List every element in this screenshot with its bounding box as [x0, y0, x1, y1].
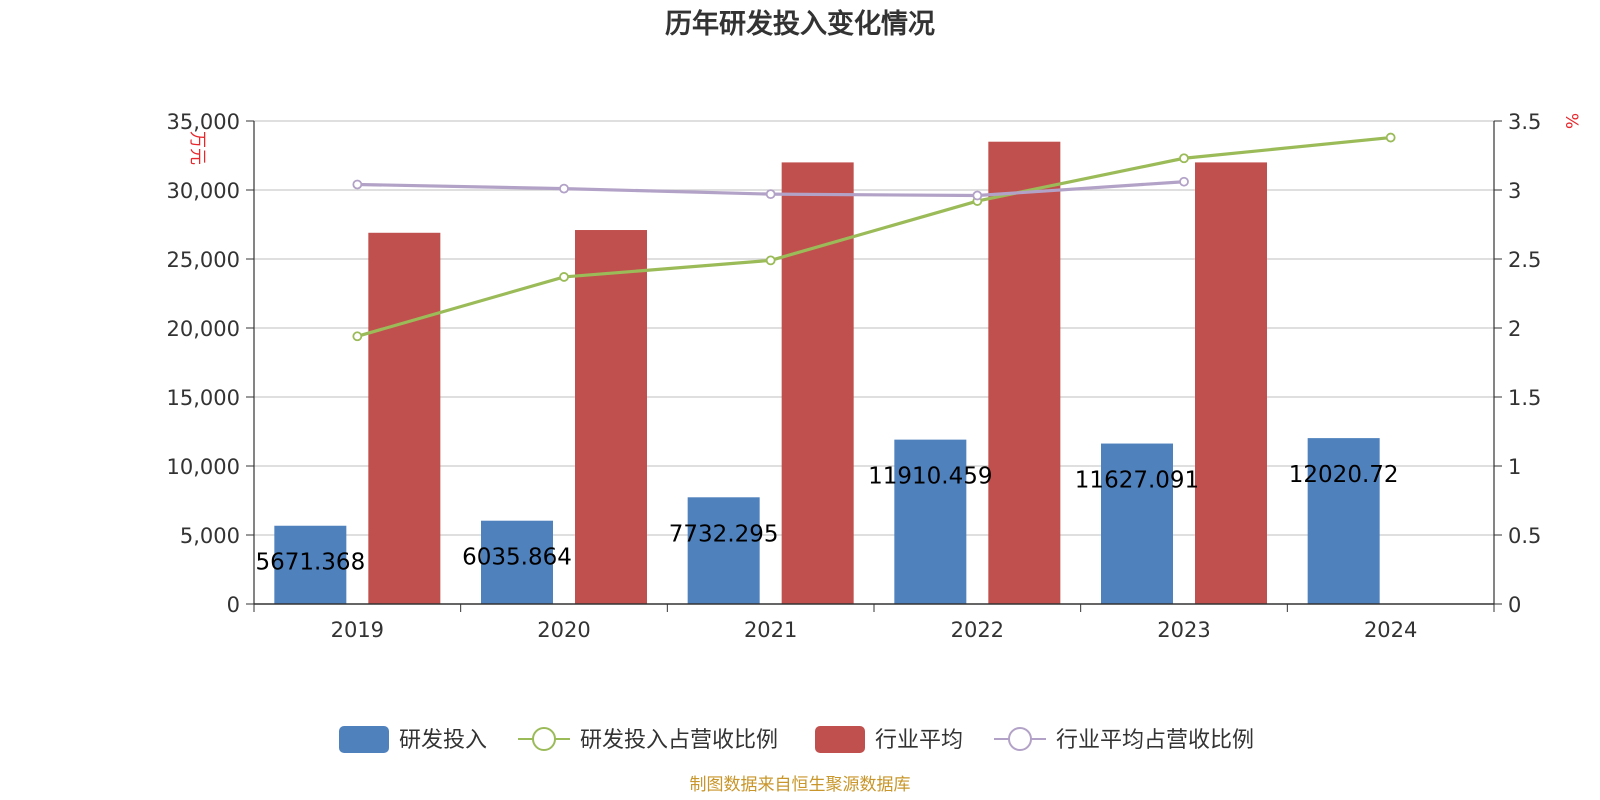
bar-rd [894, 439, 967, 604]
legend-label: 研发投入 [399, 728, 487, 753]
bar-industry [988, 141, 1061, 604]
right-axis-tick-label: 0.5 [1508, 524, 1541, 548]
bar-rd [1101, 443, 1173, 604]
right-axis-tick-label: 2 [1508, 317, 1521, 341]
x-axis-tick-label: 2019 [331, 618, 384, 642]
bar-industry [575, 230, 647, 604]
bar-data-label: 7732.295 [669, 521, 779, 547]
line-point [1385, 132, 1396, 143]
right-axis-unit: % [1561, 113, 1581, 129]
line-series-0 [356, 135, 1391, 338]
left-axis-tick-label: 10,000 [167, 455, 240, 479]
right-axis-tick-label: 0 [1508, 593, 1521, 617]
left-axis-tick-label: 20,000 [167, 317, 240, 341]
legend-marker [532, 727, 556, 751]
line-point [559, 272, 569, 282]
left-axis-tick-label: 5,000 [180, 524, 240, 548]
bar-data-label: 5671.368 [255, 550, 365, 576]
right-axis-tick-label: 1 [1508, 455, 1521, 479]
left-axis-tick-label: 30,000 [167, 179, 240, 203]
line-point [765, 255, 776, 266]
bar-rd [274, 525, 347, 604]
line-point [1179, 153, 1189, 164]
left-axis-tick-label: 0 [227, 593, 240, 617]
line-point [972, 190, 983, 201]
data-labels: 5671.368 6035.864 7732.295 11910.459 11627.0… [255, 462, 1398, 576]
chart-title: 历年研发投入变化情况 [665, 8, 935, 40]
right-axis-tick-label: 3 [1508, 179, 1521, 203]
legend-label: 行业平均占营收比例 [1056, 728, 1254, 753]
x-axis-tick-label: 2024 [1364, 618, 1417, 642]
axes: 0 5,000 10,000 15,000 20,000 25,000 30,000 35,0… [167, 110, 1542, 642]
right-axis-tick-label: 2.5 [1508, 248, 1541, 272]
bar-industry [781, 162, 854, 604]
legend-swatch [815, 726, 865, 753]
grid [254, 120, 1494, 536]
legend-swatch [339, 726, 389, 753]
legend-label: 行业平均 [875, 728, 963, 753]
line-point [765, 189, 776, 200]
x-axis-tick-label: 2020 [537, 618, 590, 642]
bar-rd [481, 520, 553, 604]
x-axis-tick-label: 2021 [744, 618, 797, 642]
bar-data-label: 6035.864 [462, 545, 572, 571]
bars [274, 141, 1380, 604]
source-note: 制图数据来自恒生聚源数据库 [690, 775, 911, 795]
line-point [1179, 176, 1189, 187]
right-axis-tick-label: 3.5 [1508, 110, 1541, 134]
bar-industry [368, 232, 441, 604]
line-point [352, 179, 363, 190]
left-axis-unit: 万元 [187, 131, 207, 165]
bar-rd [687, 497, 760, 604]
legend: 研发投入 研发投入占营收比例 行业平均 行业平均占营收比例 [339, 726, 1254, 753]
x-axis-tick-label: 2022 [951, 618, 1004, 642]
bar-data-label: 11627.091 [1075, 468, 1199, 494]
bar-rd [1307, 438, 1380, 604]
x-axis-tick-label: 2023 [1157, 618, 1210, 642]
line-point [559, 183, 569, 194]
line-point [352, 331, 363, 342]
bar-data-label: 12020.72 [1289, 462, 1399, 488]
bar-industry [1195, 162, 1267, 604]
left-axis-tick-label: 25,000 [167, 248, 240, 272]
bar-data-label: 11910.459 [868, 464, 992, 490]
legend-marker [1008, 727, 1032, 751]
left-axis-tick-label: 15,000 [167, 386, 240, 410]
lines [352, 132, 1396, 342]
left-axis-tick-label: 35,000 [167, 110, 240, 134]
right-axis-tick-label: 1.5 [1508, 386, 1541, 410]
legend-label: 研发投入占营收比例 [580, 728, 778, 753]
